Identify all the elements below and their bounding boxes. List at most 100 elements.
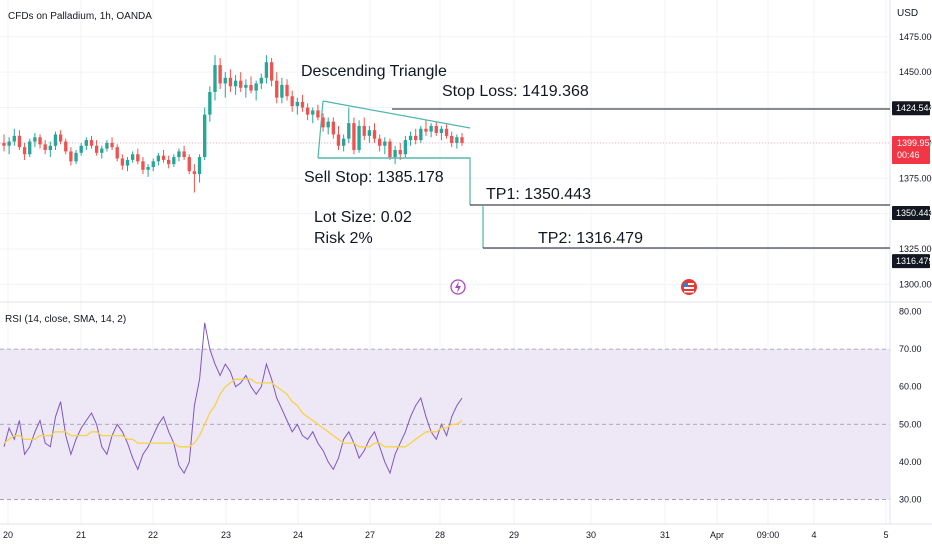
candle-body[interactable] — [130, 154, 135, 160]
candle-body[interactable] — [408, 135, 413, 141]
candle-body[interactable] — [228, 77, 233, 87]
candle-body[interactable] — [264, 62, 269, 78]
candle-body[interactable] — [367, 130, 372, 136]
candle-body[interactable] — [388, 141, 392, 158]
candle-body[interactable] — [22, 147, 27, 155]
candle-body[interactable] — [290, 96, 294, 107]
candle-body[interactable] — [393, 150, 397, 158]
candle-body[interactable] — [336, 134, 341, 146]
candle-body[interactable] — [2, 142, 6, 146]
candle-body[interactable] — [326, 121, 330, 128]
candle-body[interactable] — [321, 117, 325, 128]
candle-body[interactable] — [48, 145, 52, 150]
candle-body[interactable] — [311, 110, 315, 115]
candle-body[interactable] — [429, 125, 433, 132]
candle-body[interactable] — [254, 83, 258, 91]
candle-body[interactable] — [305, 107, 310, 115]
candle-body[interactable] — [444, 128, 449, 136]
candle-body[interactable] — [414, 135, 418, 141]
candle-body[interactable] — [182, 151, 186, 158]
candle-body[interactable] — [455, 137, 459, 143]
candle-body[interactable] — [136, 154, 140, 162]
candle-body[interactable] — [352, 123, 356, 150]
candle-body[interactable] — [419, 128, 423, 141]
rsi-ma-line[interactable] — [3, 378, 463, 448]
candle-body[interactable] — [316, 110, 320, 118]
candle-body[interactable] — [38, 137, 42, 145]
candle-body[interactable] — [331, 121, 336, 135]
candle-body[interactable] — [125, 159, 130, 166]
rsi-pane[interactable] — [0, 322, 890, 500]
triangle-upper-line[interactable] — [322, 100, 471, 129]
candle-body[interactable] — [28, 141, 32, 155]
candle-body[interactable] — [156, 155, 161, 162]
candle-body[interactable] — [233, 80, 238, 87]
candle-body[interactable] — [280, 84, 284, 98]
candle-body[interactable] — [269, 62, 274, 81]
candle-body[interactable] — [450, 135, 454, 143]
candle-body[interactable] — [74, 152, 78, 162]
candle-body[interactable] — [12, 135, 16, 142]
candle-body[interactable] — [259, 77, 263, 84]
candle-body[interactable] — [300, 101, 305, 108]
candle-body[interactable] — [94, 145, 99, 153]
candle-body[interactable] — [192, 171, 197, 175]
candle-body[interactable] — [439, 128, 444, 134]
candle-body[interactable] — [58, 134, 63, 142]
candle-body[interactable] — [424, 128, 428, 132]
candle-body[interactable] — [89, 140, 94, 146]
candle-body[interactable] — [341, 138, 346, 146]
triangle-left-edge[interactable] — [317, 100, 324, 159]
candle-body[interactable] — [161, 155, 166, 160]
rsi-line[interactable] — [3, 322, 463, 475]
candle-body[interactable] — [208, 91, 212, 115]
candle-body[interactable] — [197, 157, 202, 175]
candle-body[interactable] — [403, 140, 408, 155]
candle-body[interactable] — [7, 141, 11, 146]
candle-body[interactable] — [377, 138, 382, 146]
tp1-connector-line[interactable] — [318, 157, 471, 205]
candle-body[interactable] — [203, 114, 207, 158]
candle-body[interactable] — [17, 135, 22, 148]
drawings-layer[interactable]: Descending Triangle Stop Loss: 1419.368 … — [301, 63, 890, 295]
candle-body[interactable] — [79, 145, 83, 153]
lightning-event-icon[interactable] — [450, 279, 466, 295]
candle-body[interactable] — [53, 134, 58, 146]
candle-body[interactable] — [100, 148, 104, 153]
candle-body[interactable] — [218, 65, 222, 84]
candle-body[interactable] — [285, 84, 289, 97]
candle-body[interactable] — [275, 80, 279, 98]
candle-body[interactable] — [84, 140, 89, 146]
candle-body[interactable] — [69, 151, 73, 162]
candle-body[interactable] — [120, 158, 125, 166]
candle-body[interactable] — [64, 141, 68, 152]
candle-body[interactable] — [372, 130, 377, 139]
candle-body[interactable] — [43, 144, 47, 150]
candle-body[interactable] — [362, 125, 366, 136]
candle-body[interactable] — [398, 150, 402, 155]
candle-body[interactable] — [141, 161, 145, 170]
candle-body[interactable] — [434, 125, 438, 134]
candle-body[interactable] — [110, 142, 114, 148]
candle-body[interactable] — [347, 123, 351, 139]
candle-body[interactable] — [249, 84, 253, 91]
candle-body[interactable] — [105, 142, 109, 149]
candle-body[interactable] — [295, 101, 299, 107]
price-pane[interactable] — [0, 55, 890, 193]
candle-body[interactable] — [460, 137, 464, 143]
candle-body[interactable] — [239, 80, 243, 88]
candle-body[interactable] — [151, 161, 155, 167]
candle-body[interactable] — [213, 65, 217, 92]
flag-event-icon[interactable] — [681, 279, 697, 295]
candle-body[interactable] — [244, 84, 248, 88]
candle-body[interactable] — [187, 157, 191, 172]
candle-body[interactable] — [172, 157, 176, 165]
candle-body[interactable] — [223, 77, 227, 84]
candle-body[interactable] — [167, 159, 171, 165]
candle-body[interactable] — [146, 166, 150, 170]
candle-body[interactable] — [177, 151, 181, 158]
candle-body[interactable] — [357, 125, 361, 150]
candle-body[interactable] — [33, 137, 37, 142]
candle-body[interactable] — [115, 147, 119, 159]
candle-body[interactable] — [383, 141, 387, 146]
